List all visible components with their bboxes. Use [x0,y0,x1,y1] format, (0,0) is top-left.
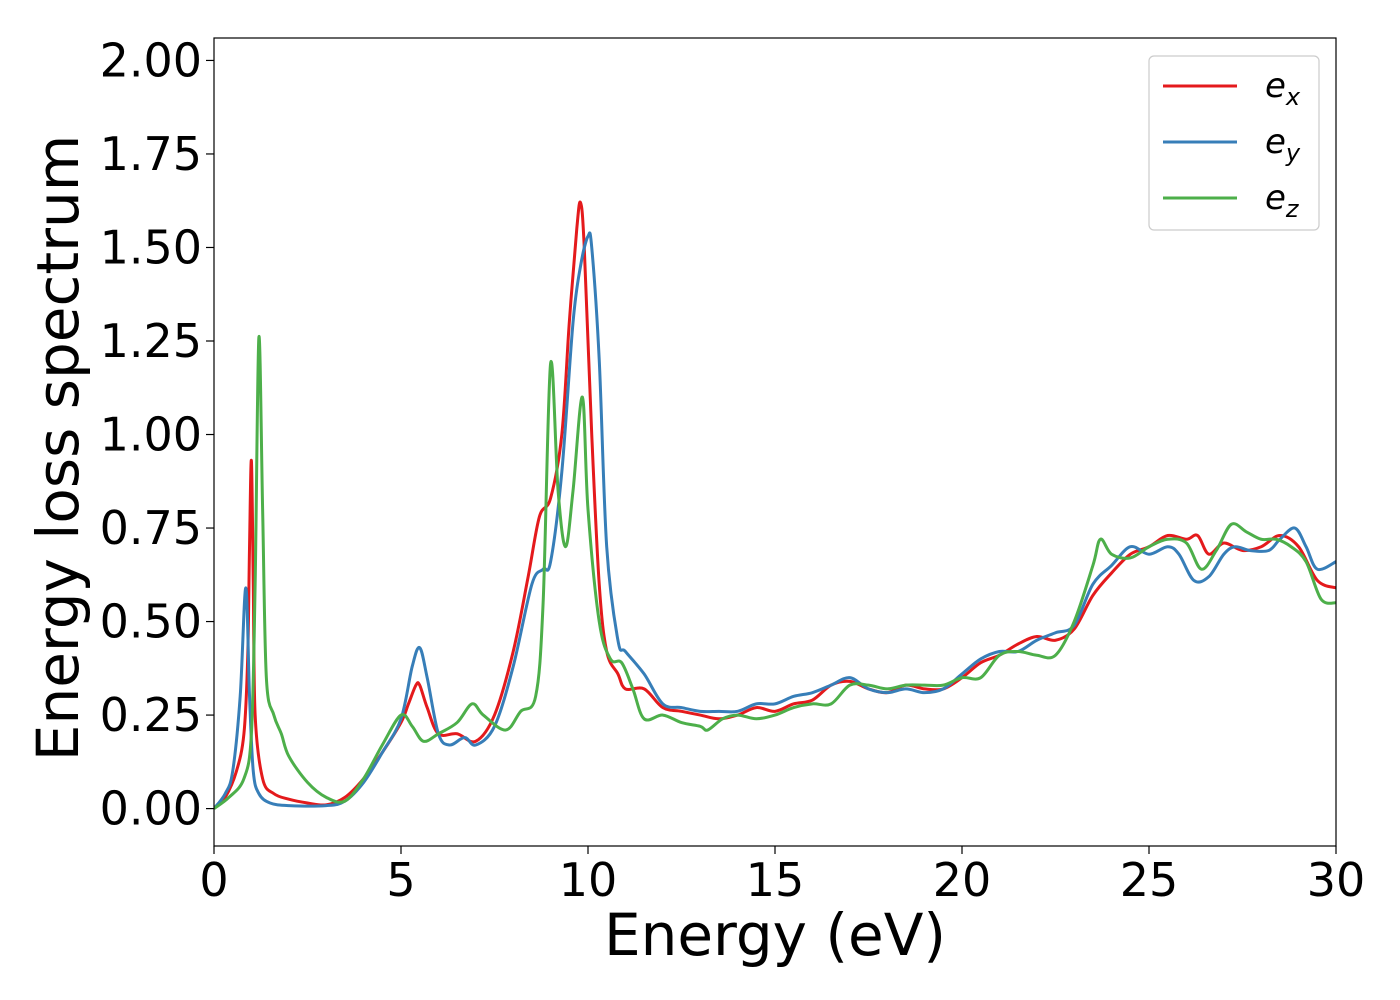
y-tick-label: 1.50 [100,220,202,274]
legend-item-z: ez [1163,178,1300,223]
y-tick-label: 0.50 [100,595,202,649]
y-tick-label: 0.75 [100,501,202,555]
x-axis-ticks: 0 5 10 15 20 25 30 [199,846,1365,907]
x-tick-label: 15 [746,853,805,907]
x-tick-label: 25 [1120,853,1179,907]
y-tick-label: 0.25 [100,688,202,742]
legend-item-x: ex [1163,66,1301,111]
x-tick-label: 30 [1307,853,1366,907]
y-tick-label: 1.25 [100,314,202,368]
x-axis-title: Energy (eV) [604,901,946,969]
series-lines [214,200,1336,810]
legend: ex ey ez [1148,55,1320,231]
x-tick-label: 0 [199,853,228,907]
series-line-y [214,231,1336,810]
legend-label: ex [1265,66,1301,111]
x-tick-label: 5 [386,853,415,907]
y-tick-label: 0.00 [100,782,202,836]
x-tick-label: 20 [933,853,992,907]
series-line-x [214,200,1336,810]
series-line-z [214,335,1336,810]
y-axis-ticks: 0.00 0.25 0.50 0.75 1.00 1.25 1.50 1.75 2.00 [100,33,214,836]
legend-item-y: ey [1163,122,1301,167]
y-tick-label: 1.00 [100,408,202,462]
y-axis-title: Energy loss spectrum [24,135,92,761]
x-tick-label: 10 [559,853,618,907]
y-tick-label: 2.00 [100,33,202,87]
legend-label: ez [1265,178,1300,223]
legend-label: ey [1265,122,1301,167]
y-tick-label: 1.75 [100,127,202,181]
